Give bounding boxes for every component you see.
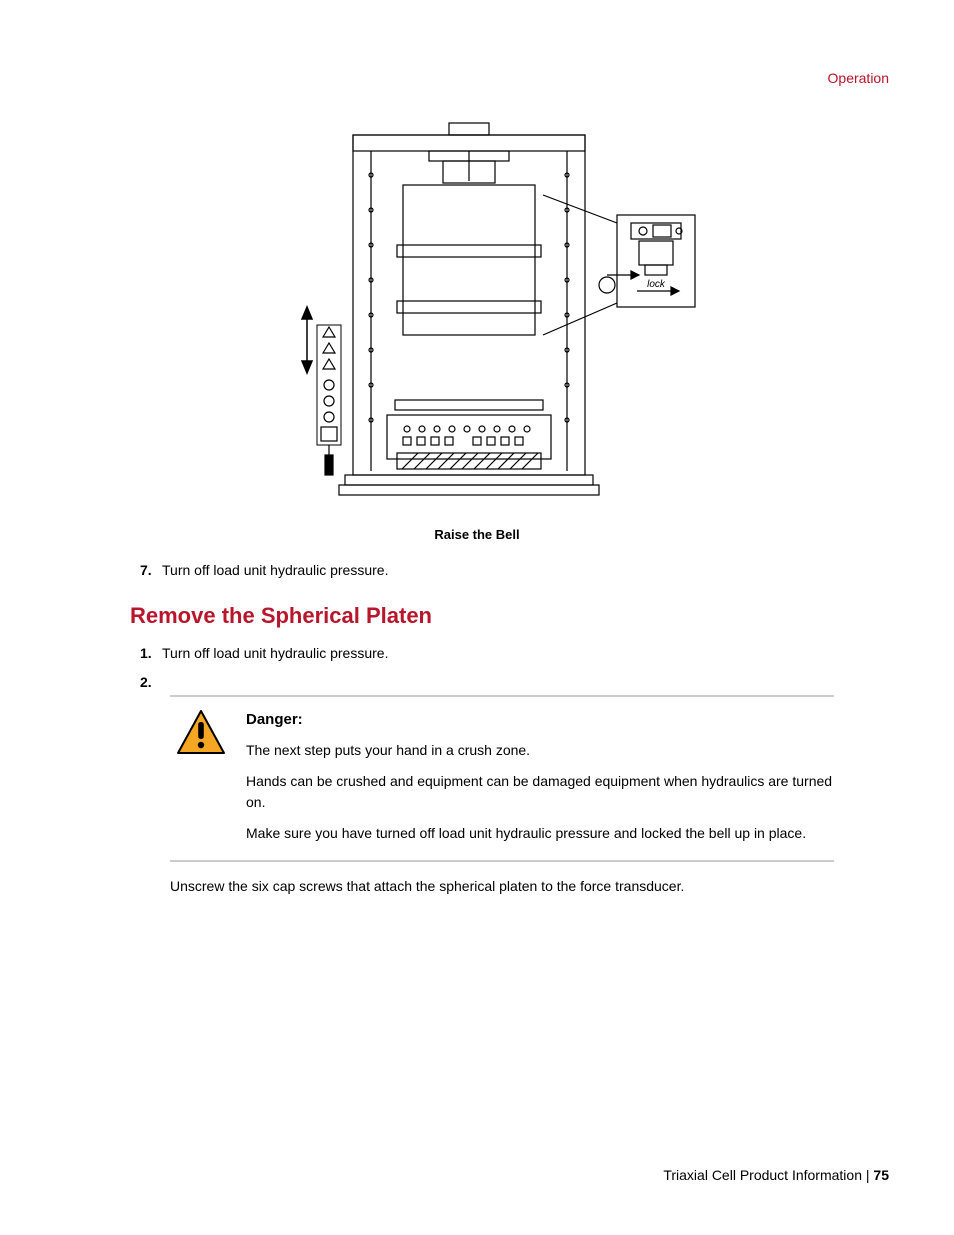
step-number: 1. bbox=[140, 643, 162, 664]
step-2: 2. bbox=[140, 672, 894, 693]
header-section-label: Operation bbox=[828, 70, 889, 86]
step-2-continuation: Unscrew the six cap screws that attach t… bbox=[170, 876, 834, 897]
step-number: 7. bbox=[140, 560, 162, 581]
danger-p3: Make sure you have turned off load unit … bbox=[246, 823, 834, 844]
danger-callout: Danger: The next step puts your hand in … bbox=[170, 695, 834, 862]
danger-body: Danger: The next step puts your hand in … bbox=[246, 709, 834, 844]
step-text: Turn off load unit hydraulic pressure. bbox=[162, 560, 388, 581]
danger-p1: The next step puts your hand in a crush … bbox=[246, 740, 834, 761]
page-footer: Triaxial Cell Product Information | 75 bbox=[663, 1167, 889, 1183]
warning-icon bbox=[176, 709, 226, 844]
lock-label: lock bbox=[647, 279, 666, 290]
footer-title: Triaxial Cell Product Information bbox=[663, 1167, 862, 1183]
step-1: 1. Turn off load unit hydraulic pressure… bbox=[140, 643, 894, 664]
figure-caption: Raise the Bell bbox=[60, 527, 894, 542]
step-7: 7. Turn off load unit hydraulic pressure… bbox=[140, 560, 894, 581]
step-text: Turn off load unit hydraulic pressure. bbox=[162, 643, 388, 664]
section-heading: Remove the Spherical Platen bbox=[130, 603, 894, 629]
footer-sep: | bbox=[862, 1167, 873, 1183]
danger-title: Danger: bbox=[246, 709, 834, 732]
diagram-svg: lock bbox=[247, 115, 707, 510]
step-number: 2. bbox=[140, 672, 162, 693]
page-number: 75 bbox=[873, 1167, 889, 1183]
danger-p2: Hands can be crushed and equipment can b… bbox=[246, 771, 834, 813]
figure-raise-the-bell: lock Raise the Bell bbox=[60, 115, 894, 542]
